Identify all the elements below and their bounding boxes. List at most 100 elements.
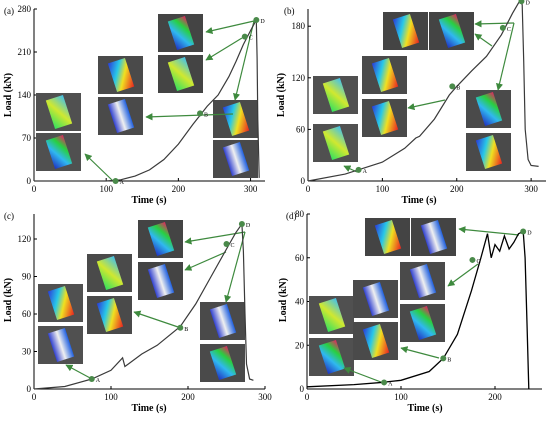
point-b-marker [197,110,204,117]
y-tick-label: 0 [27,176,32,186]
arrow-d-c [447,263,479,287]
point-b-label: B [204,112,208,118]
panel-d-axes: 0 100 200 0 20 40 60 80 [295,209,542,402]
x-tick-label: 0 [306,184,311,194]
panel-a-arrows [84,20,255,182]
dic-image-c-7 [200,302,245,340]
dic-image-d-5 [365,218,410,256]
x-tick-label: 200 [450,184,464,194]
point-d-label: D [527,231,532,237]
x-tick-label: 300 [524,184,538,194]
point-b-label: B [184,327,188,333]
arrow-a-d2 [233,20,255,101]
point-b-marker [440,355,447,362]
arrow-a-d1 [205,20,255,35]
dic-image-d-4 [353,322,398,360]
panel-b: 0 100 200 300 0 60 120 180 A B C D (b) Time (s) L… [276,0,546,206]
point-c-marker [469,256,476,263]
panel-b-axes: 0 100 200 300 0 60 120 180 [292,9,546,194]
panel-d: 0 100 200 0 20 40 60 80 A B C D (d) Time (s) Load… [278,209,542,414]
y-tick-label: 70 [22,133,32,143]
arrow-c-a [65,364,93,380]
dic-image-c-1 [38,284,83,322]
dic-image-b-6 [429,12,474,50]
dic-image-c-4 [87,296,132,334]
point-c-label: C [249,36,253,42]
arrow-a-a [84,153,114,182]
panel-c-axes: 0 100 200 300 0 30 60 90 120 [18,214,272,402]
panel-d-label: (d) [286,211,297,221]
panel-b-arrows [343,20,515,173]
panel-b-label: (b) [284,6,295,16]
y-tick-label: 180 [292,21,306,31]
arrow-a-b [145,113,234,121]
x-tick-label: 0 [32,184,37,194]
y-tick-label: 80 [295,209,305,219]
dic-image-c-2 [38,326,83,364]
point-d-label: D [246,223,251,229]
point-d-marker [518,0,525,5]
arrow-c-c [184,251,227,271]
panel-c-ylabel: Load (kN) [3,278,14,322]
point-c-marker [499,24,506,31]
x-tick-label: 300 [258,392,272,402]
x-tick-label: 200 [172,184,186,194]
y-tick-label: 60 [296,124,306,134]
arrow-c-d1 [184,231,246,245]
point-d-marker [520,228,527,235]
arrow-d-b [400,346,440,359]
x-tick-label: 100 [99,184,113,194]
point-a-marker [355,166,362,173]
x-tick-label: 0 [32,392,37,402]
y-tick-label: 0 [301,176,306,186]
point-d-label: D [260,19,265,25]
dic-image-d-3 [353,280,398,318]
arrow-a-c [205,37,243,61]
dic-image-a-1 [36,93,81,131]
x-tick-label: 0 [305,392,310,402]
y-tick-label: 0 [300,384,305,394]
point-c-label: C [231,243,235,249]
y-tick-label: 30 [22,347,32,357]
dic-image-c-8 [200,344,245,382]
y-tick-label: 280 [18,4,32,14]
arrow-b-b [407,99,446,111]
panel-c-dic-images [38,220,245,382]
point-b-marker [449,83,456,90]
x-tick-label: 100 [376,184,390,194]
y-tick-label: 140 [18,90,32,100]
panel-b-ylabel: Load (kN) [276,73,287,117]
arrow-d-d [458,226,520,236]
point-d-label: D [525,0,530,6]
dic-image-d-1 [309,296,354,334]
point-c-marker [241,33,248,40]
panel-a-label: (a) [4,6,14,16]
dic-image-b-7 [466,90,511,128]
dic-image-a-2 [36,133,81,171]
dic-image-b-2 [313,124,358,162]
panel-a-axes: 0 100 200 300 0 70 140 210 280 [18,4,265,194]
point-a-marker [88,376,95,382]
y-tick-label: 40 [295,297,305,307]
y-tick-label: 120 [18,234,32,244]
dic-image-d-7 [400,262,445,300]
panel-b-load-curve [307,0,539,182]
dic-image-b-3 [362,56,407,94]
point-a-marker [112,178,119,184]
dic-image-a-6 [158,55,203,93]
point-b-marker [177,324,184,331]
point-d-marker [238,221,245,227]
point-a-marker [381,379,388,386]
point-c-label: C [476,259,480,265]
panel-a: 0 100 200 300 0 70 140 210 280 A B C D (a) Time (s… [3,4,265,206]
point-d-marker [253,17,260,24]
point-c-label: C [507,27,511,33]
panel-c-xlabel: Time (s) [131,403,166,414]
point-b-label: B [447,357,451,363]
dic-image-b-1 [313,76,358,114]
point-a-label: A [96,378,101,384]
point-b-label: B [456,85,460,91]
dic-image-a-7 [213,100,258,138]
